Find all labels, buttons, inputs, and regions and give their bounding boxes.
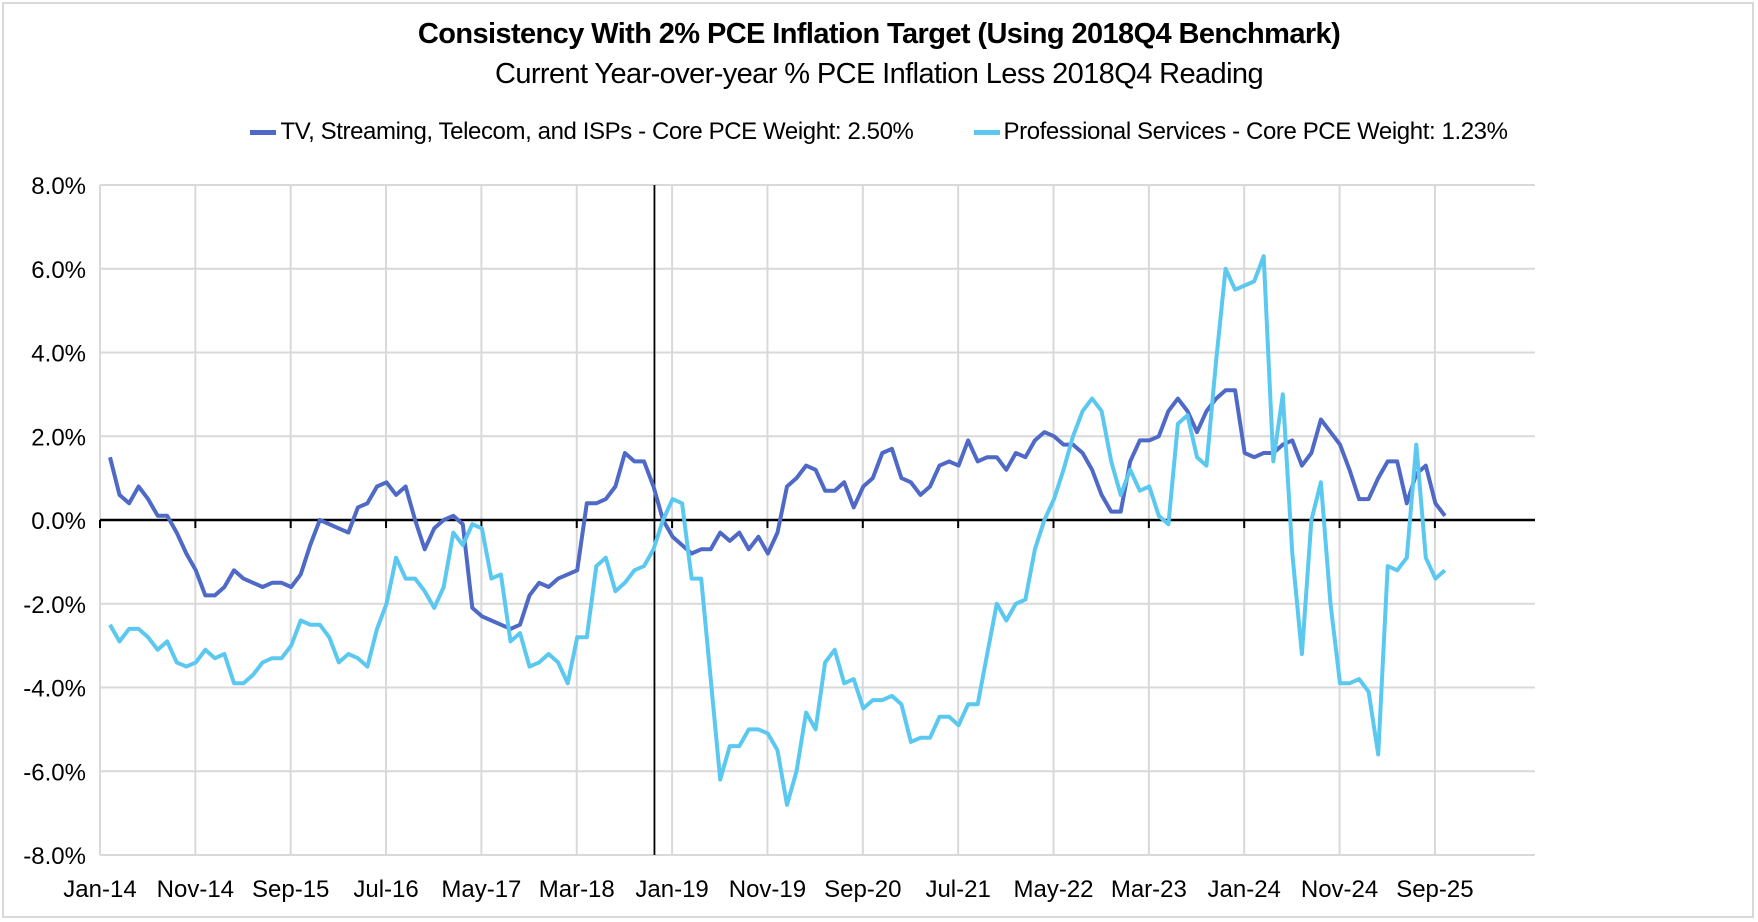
x-axis-ticks: Jan-14 Nov-14 Sep-15 Jul-16 May-17 Mar-18 Jan-…	[63, 876, 1473, 903]
x-tick-label: Nov-24	[1301, 876, 1378, 903]
x-tick-label: Jul-21	[925, 876, 990, 903]
legend: TV, Streaming, Telecom, and ISPs - Core …	[0, 118, 1758, 146]
legend-swatch-professional-services	[973, 129, 1000, 135]
legend-item-tv-streaming: TV, Streaming, Telecom, and ISPs - Core …	[250, 118, 914, 146]
x-tick-label: Nov-14	[157, 876, 234, 903]
x-tick-label: Sep-15	[252, 876, 329, 903]
series-line-tv-streaming	[108, 388, 1447, 631]
y-tick-label: -4.0%	[23, 676, 86, 703]
series-line-professional-services	[108, 254, 1447, 807]
legend-swatch-tv-streaming	[250, 129, 277, 135]
x-tick-label: Mar-23	[1111, 876, 1187, 903]
y-tick-label: -8.0%	[23, 843, 86, 870]
x-tick-label: Sep-25	[1396, 876, 1473, 903]
y-tick-label: 6.0%	[31, 257, 86, 284]
gridlines	[99, 184, 1535, 856]
x-tick-label: May-22	[1013, 876, 1093, 903]
y-tick-label: 0.0%	[31, 508, 86, 535]
x-tick-label: Jan-14	[63, 876, 136, 903]
x-tick-label: Jan-24	[1208, 876, 1281, 903]
chart-title: Consistency With 2% PCE Inflation Target…	[417, 18, 1341, 50]
legend-label-tv-streaming: TV, Streaming, Telecom, and ISPs - Core …	[280, 118, 914, 145]
x-tick-label: Mar-18	[539, 876, 615, 903]
y-tick-label: -6.0%	[23, 759, 86, 786]
x-tick-label: Jan-19	[635, 876, 708, 903]
y-tick-label: 8.0%	[31, 173, 86, 200]
x-tick-label: Nov-19	[729, 876, 806, 903]
chart-subtitle: Current Year-over-year % PCE Inflation L…	[495, 58, 1264, 90]
x-tick-label: May-17	[441, 876, 521, 903]
series-lines	[108, 254, 1447, 807]
x-tick-label: Sep-20	[824, 876, 901, 903]
y-tick-label: -2.0%	[23, 592, 86, 619]
y-tick-label: 4.0%	[31, 341, 86, 368]
y-axis-ticks: 8.0% 6.0% 4.0% 2.0% 0.0% -2.0% -4.0% -6.0% -8.0%	[23, 173, 86, 870]
legend-item-professional-services: Professional Services - Core PCE Weight:…	[973, 118, 1508, 146]
x-tick-label: Jul-16	[353, 876, 418, 903]
y-tick-label: 2.0%	[31, 424, 86, 451]
legend-label-professional-services: Professional Services - Core PCE Weight:…	[1003, 118, 1508, 145]
